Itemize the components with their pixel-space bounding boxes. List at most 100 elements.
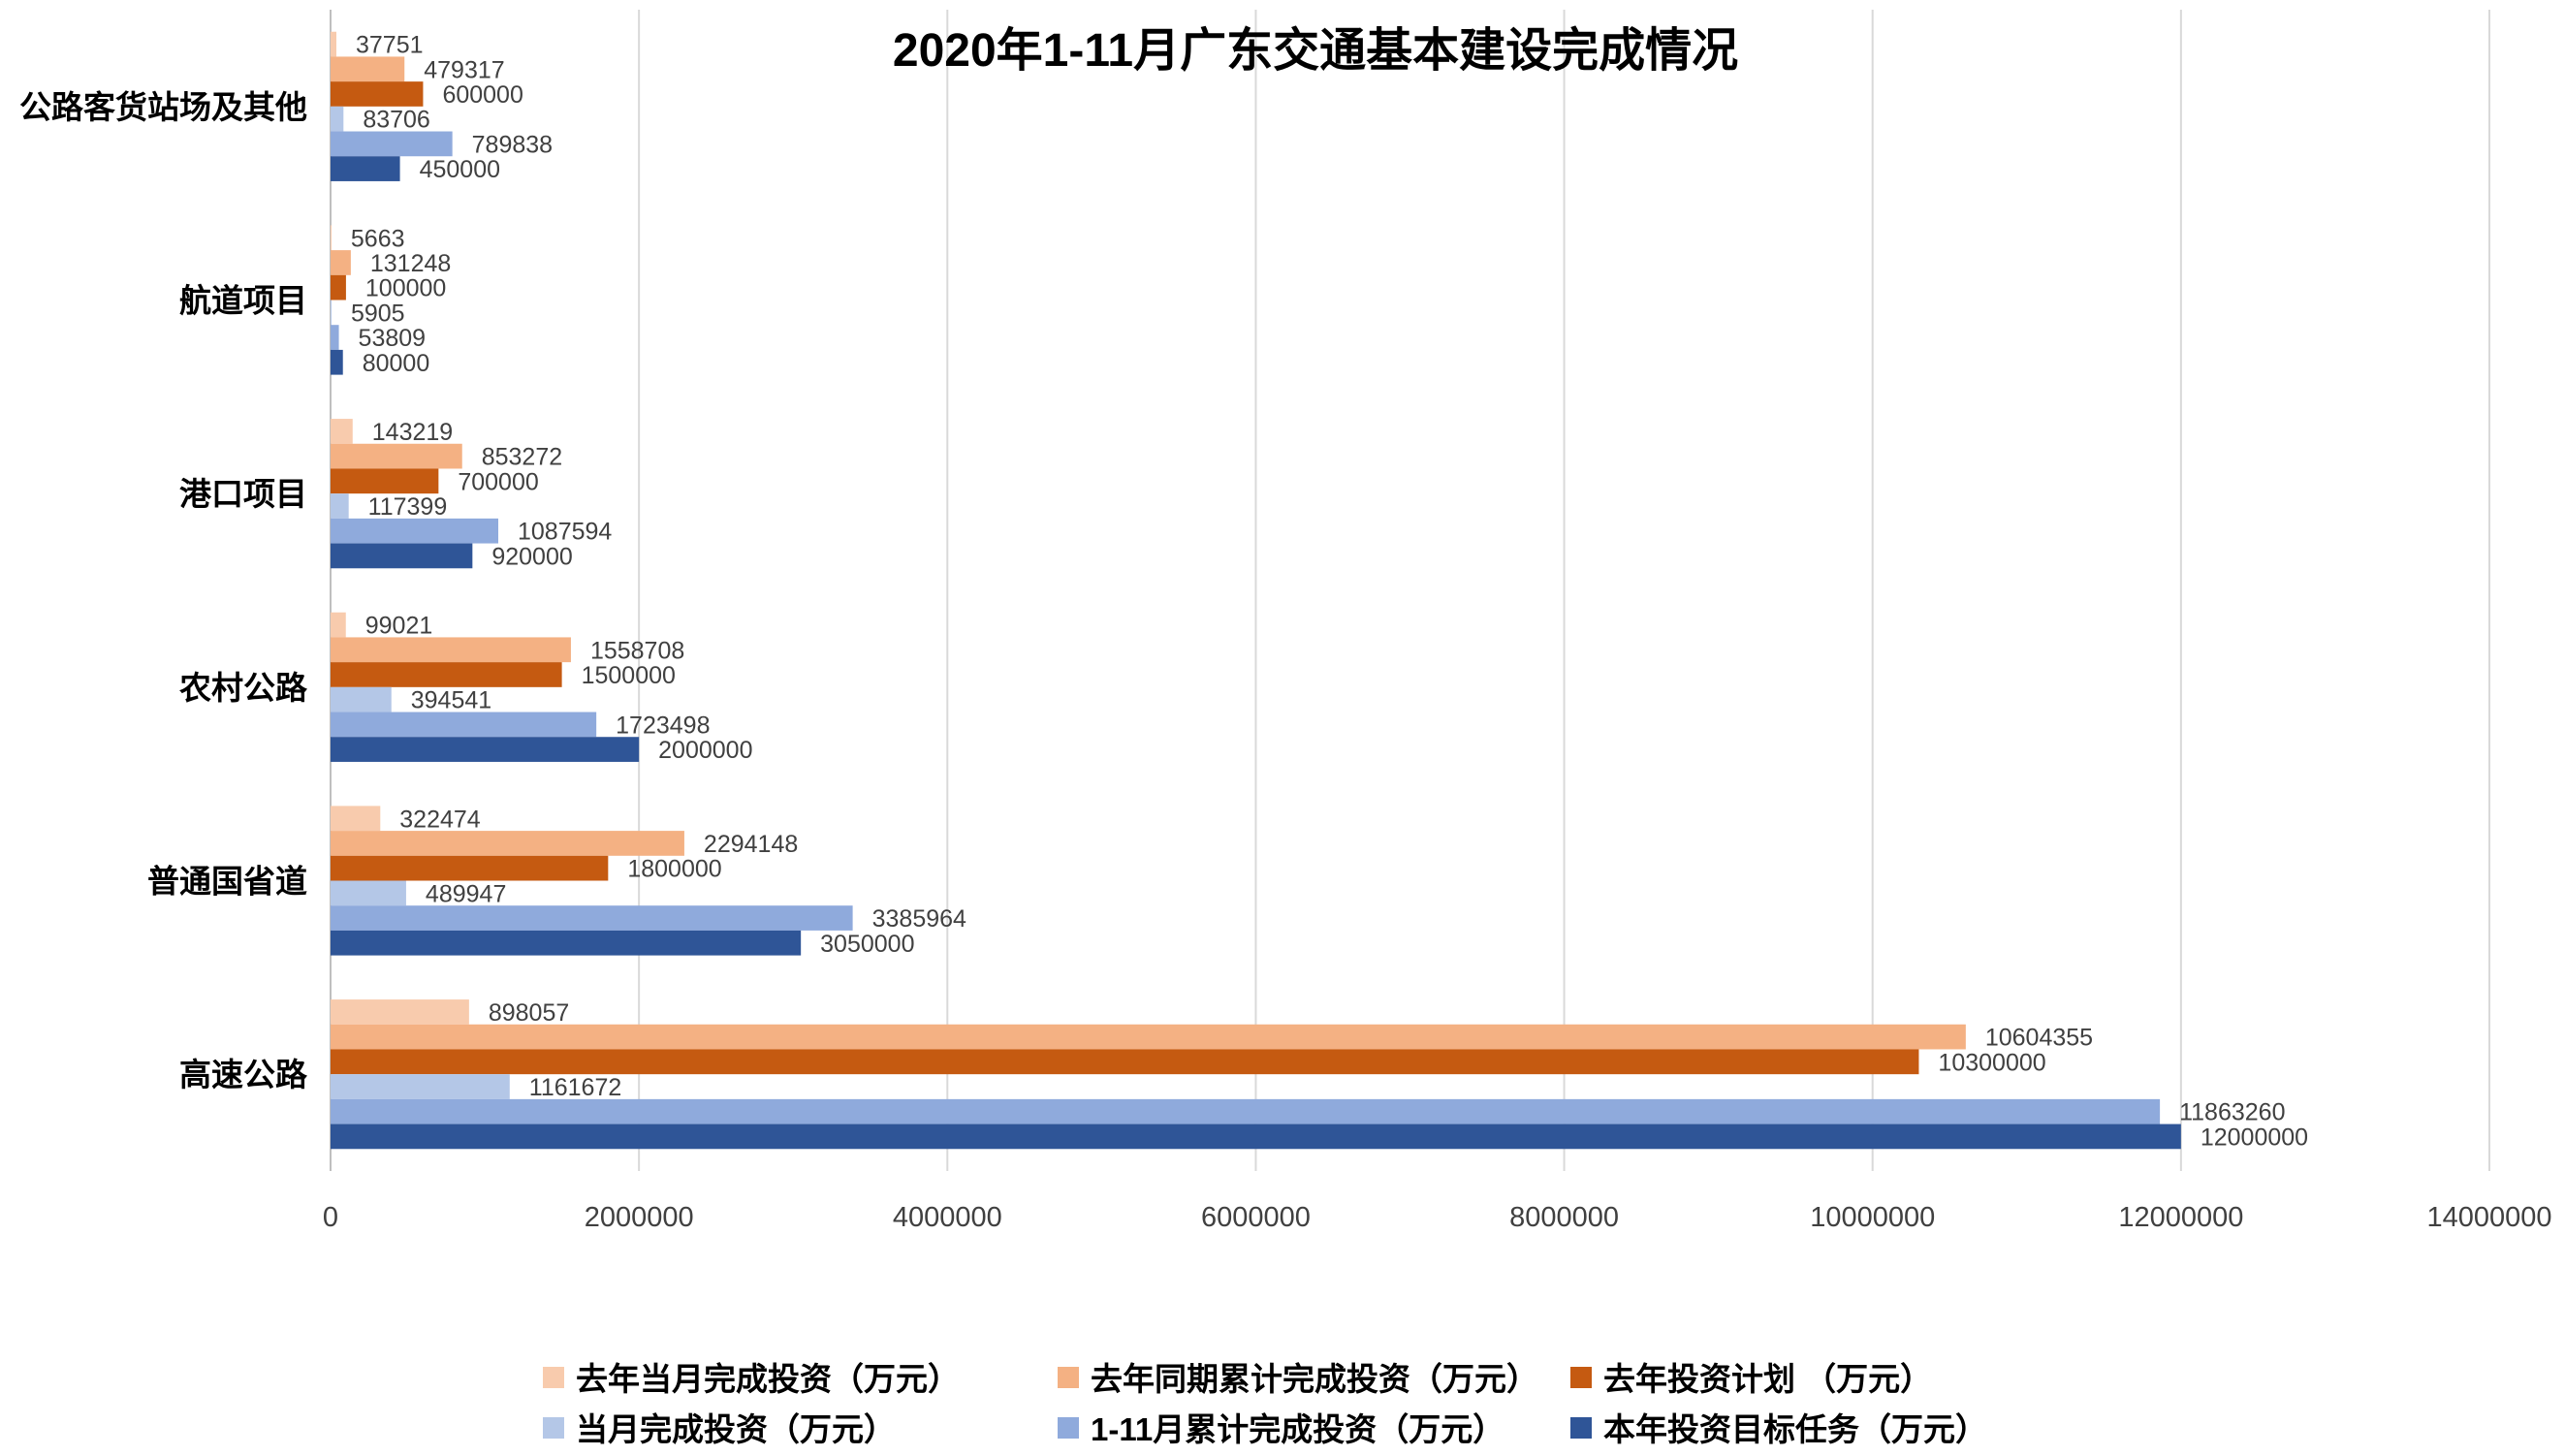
- bar: [331, 737, 640, 762]
- data-label: 450000: [420, 156, 500, 183]
- x-tick-label: 8000000: [1509, 1202, 1619, 1233]
- x-tick-label: 10000000: [1810, 1202, 1935, 1233]
- bar: [331, 831, 684, 856]
- data-label: 322474: [399, 806, 481, 833]
- gridlines: [330, 10, 2490, 1171]
- bar: [331, 930, 802, 956]
- data-label: 83706: [363, 107, 430, 134]
- category-label: 港口项目: [179, 476, 307, 512]
- data-label: 5905: [351, 300, 405, 327]
- bar: [331, 419, 353, 444]
- bar: [331, 518, 499, 544]
- bar: [331, 349, 343, 375]
- bar: [331, 250, 351, 275]
- x-tick-label: 12000000: [2118, 1202, 2243, 1233]
- legend-swatch: [1570, 1367, 1592, 1388]
- data-label: 10300000: [1938, 1049, 2045, 1076]
- bar: [331, 712, 597, 738]
- bar: [331, 543, 473, 569]
- bar: [331, 274, 346, 301]
- data-label: 131248: [370, 250, 451, 277]
- data-label: 898057: [489, 999, 569, 1027]
- bar: [331, 612, 346, 638]
- legend-label: 去年同期累计完成投资（万元）: [1091, 1361, 1538, 1397]
- data-label: 80000: [363, 350, 430, 377]
- bar: [331, 225, 332, 251]
- chart-title: 2020年1-11月广东交通基本建设完成情况: [893, 25, 1738, 77]
- data-label: 5663: [351, 225, 405, 252]
- bar: [331, 300, 332, 326]
- bar: [331, 806, 381, 832]
- bar: [331, 880, 406, 906]
- data-label: 1723498: [616, 712, 710, 739]
- bar: [331, 156, 400, 181]
- bar: [331, 1024, 1966, 1050]
- bar: [331, 1098, 2161, 1124]
- data-label: 489947: [426, 880, 506, 907]
- bar: [331, 131, 453, 157]
- legend-label: 本年投资目标任务（万元）: [1603, 1411, 1987, 1447]
- x-tick-label: 2000000: [585, 1202, 694, 1233]
- bar: [331, 999, 469, 1025]
- legend: 去年当月完成投资（万元） 去年同期累计完成投资（万元） 去年投资计划 （万元） 当月完…: [543, 1361, 1987, 1447]
- bar: [331, 56, 405, 82]
- data-label: 12000000: [2201, 1124, 2308, 1151]
- bar: [331, 686, 392, 712]
- bar: [331, 81, 424, 107]
- bar: [331, 31, 337, 57]
- bar: [331, 855, 609, 881]
- category-label: 高速公路: [179, 1057, 308, 1092]
- data-label: 1087594: [518, 519, 612, 546]
- data-label: 1800000: [627, 856, 721, 883]
- legend-swatch: [543, 1367, 564, 1388]
- data-label: 143219: [372, 419, 453, 446]
- bar: [331, 1124, 2181, 1150]
- data-label: 37751: [356, 32, 424, 59]
- data-label: 10604355: [1985, 1025, 2093, 1052]
- bar: [331, 493, 349, 519]
- bar: [331, 106, 344, 132]
- bar: [331, 662, 562, 687]
- x-tick-label: 4000000: [893, 1202, 1002, 1233]
- data-label: 3385964: [872, 905, 966, 933]
- data-label: 11863260: [2179, 1099, 2285, 1126]
- data-label: 1161672: [529, 1074, 621, 1101]
- x-tick-label: 6000000: [1201, 1202, 1311, 1233]
- bar: [331, 1074, 510, 1099]
- data-label: 394541: [411, 687, 491, 714]
- data-label: 3050000: [820, 931, 914, 958]
- data-label: 117399: [368, 493, 448, 521]
- legend-swatch: [1058, 1417, 1079, 1439]
- data-label: 99021: [365, 613, 433, 640]
- data-label: 53809: [359, 325, 427, 352]
- legend-label: 去年当月完成投资（万元）: [576, 1361, 960, 1397]
- category-label: 普通国省道: [147, 864, 307, 900]
- data-label: 2000000: [658, 737, 752, 764]
- data-label: 479317: [424, 56, 504, 83]
- data-label: 600000: [442, 81, 522, 109]
- data-label: 920000: [491, 543, 572, 570]
- category-label: 农村公路: [179, 670, 308, 706]
- bar: [331, 637, 571, 663]
- category-label: 公路客货站场及其他: [19, 89, 307, 125]
- bar: [331, 443, 462, 469]
- bar: [331, 468, 439, 494]
- x-tick-label: 0: [323, 1202, 338, 1233]
- legend-swatch: [1570, 1417, 1592, 1439]
- bars: [331, 31, 2181, 1150]
- data-label: 853272: [482, 444, 562, 471]
- data-label: 100000: [365, 275, 446, 302]
- bar: [331, 1049, 1919, 1075]
- x-tick-label: 14000000: [2426, 1202, 2551, 1233]
- legend-swatch: [543, 1417, 564, 1439]
- bar: [331, 905, 853, 931]
- data-label: 789838: [472, 131, 553, 158]
- data-label: 700000: [458, 468, 538, 495]
- legend-swatch: [1058, 1367, 1079, 1388]
- data-label: 1558708: [590, 637, 684, 664]
- category-label: 航道项目: [179, 283, 307, 319]
- legend-label: 当月完成投资（万元）: [576, 1411, 896, 1447]
